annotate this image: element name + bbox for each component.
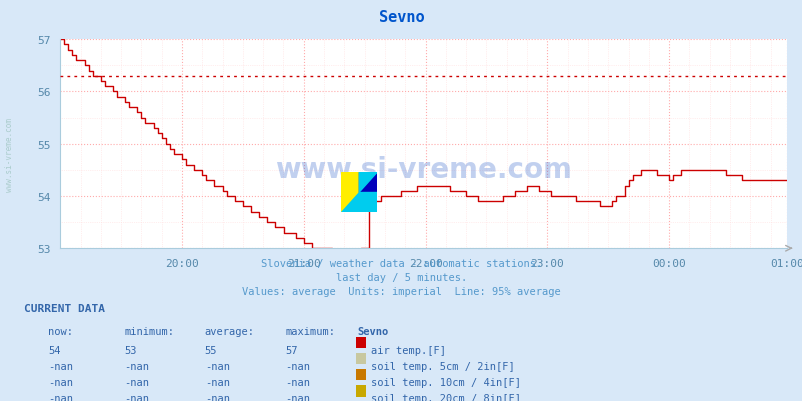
Text: Sevno: Sevno: [357, 326, 388, 336]
Polygon shape: [358, 172, 377, 192]
Text: CURRENT DATA: CURRENT DATA: [24, 303, 105, 313]
Text: -nan: -nan: [124, 361, 149, 371]
Bar: [341, 172, 358, 213]
Text: -nan: -nan: [124, 393, 149, 401]
Text: -nan: -nan: [205, 393, 229, 401]
Text: last day / 5 minutes.: last day / 5 minutes.: [335, 273, 467, 283]
Text: soil temp. 10cm / 4in[F]: soil temp. 10cm / 4in[F]: [371, 377, 520, 387]
Text: 53: 53: [124, 345, 137, 355]
Text: Slovenia / weather data - automatic stations.: Slovenia / weather data - automatic stat…: [261, 259, 541, 269]
Text: minimum:: minimum:: [124, 326, 174, 336]
Text: -nan: -nan: [285, 377, 310, 387]
Text: www.si-vreme.com: www.si-vreme.com: [275, 156, 571, 183]
Text: -nan: -nan: [48, 393, 73, 401]
Text: -nan: -nan: [285, 361, 310, 371]
Text: average:: average:: [205, 326, 254, 336]
Text: Values: average  Units: imperial  Line: 95% average: Values: average Units: imperial Line: 95…: [242, 287, 560, 297]
Text: 55: 55: [205, 345, 217, 355]
Text: now:: now:: [48, 326, 73, 336]
Text: -nan: -nan: [48, 361, 73, 371]
Polygon shape: [341, 192, 377, 213]
Text: -nan: -nan: [124, 377, 149, 387]
Text: -nan: -nan: [205, 377, 229, 387]
Text: air temp.[F]: air temp.[F]: [371, 345, 445, 355]
Text: 57: 57: [285, 345, 298, 355]
Text: -nan: -nan: [48, 377, 73, 387]
Text: -nan: -nan: [205, 361, 229, 371]
Text: www.si-vreme.com: www.si-vreme.com: [5, 117, 14, 191]
Bar: [358, 172, 377, 213]
Text: Sevno: Sevno: [379, 10, 423, 25]
Text: soil temp. 5cm / 2in[F]: soil temp. 5cm / 2in[F]: [371, 361, 514, 371]
Text: -nan: -nan: [285, 393, 310, 401]
Text: maximum:: maximum:: [285, 326, 334, 336]
Text: soil temp. 20cm / 8in[F]: soil temp. 20cm / 8in[F]: [371, 393, 520, 401]
Text: 54: 54: [48, 345, 61, 355]
